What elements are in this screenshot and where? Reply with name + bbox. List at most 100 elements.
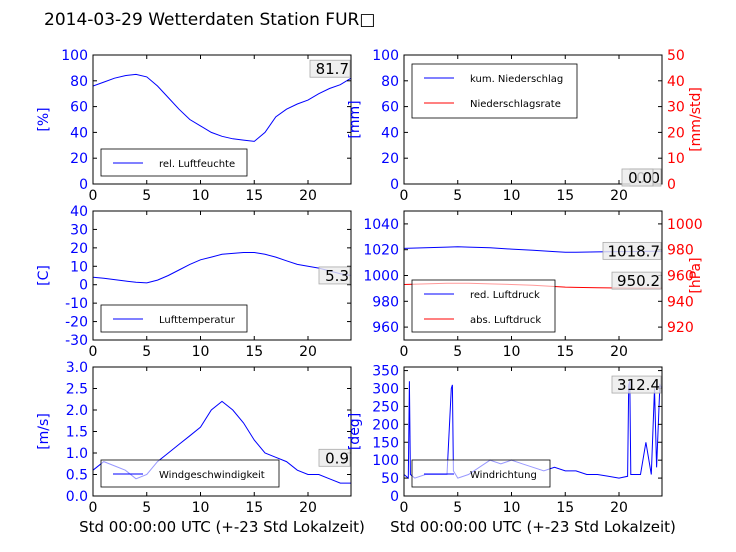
- y-tick-label-right: 0: [667, 177, 676, 193]
- legend-box: [411, 459, 551, 488]
- annotation-value-box: [318, 266, 351, 285]
- x-tick-label: 15: [556, 500, 574, 516]
- annotation-value-box: [318, 448, 351, 467]
- y-tick-label: 50: [381, 471, 399, 487]
- y-tick-label: 200: [372, 417, 399, 433]
- y-tick-label-right: 50: [667, 48, 685, 64]
- legend-entry: red. Luftdruck: [470, 290, 540, 301]
- x-tick-label: 5: [142, 500, 151, 516]
- y-axis-label-right: [hPa]: [688, 257, 704, 293]
- y-tick-label: 0: [390, 489, 399, 505]
- y-tick-label: 1020: [363, 243, 399, 259]
- y-tick-label: 1040: [363, 217, 399, 233]
- y-tick-label-right: 1000: [667, 217, 703, 233]
- legend-entry: rel. Luftfeuchte: [159, 159, 235, 170]
- plot-frame: [92, 54, 352, 185]
- annotation-value: 312.4: [617, 376, 660, 394]
- y-tick-label-right: 30: [667, 100, 685, 116]
- x-tick-label: 5: [453, 500, 462, 516]
- x-tick-label: 20: [299, 500, 317, 516]
- annotation-value-2-box: [611, 271, 662, 290]
- annotation-value-2: 950.2: [617, 272, 660, 290]
- chart-panel-1: 0 5 10 15 20 0 20 40 60 80 100 [%] rel. Luftfeuchte 8…: [36, 48, 352, 204]
- annotation-value-2-box: [621, 168, 654, 187]
- annotation-value-box: [602, 241, 662, 260]
- y-tick-label: 20: [70, 151, 88, 167]
- y-tick-label: 40: [381, 125, 399, 141]
- x-tick-label: 10: [503, 344, 521, 360]
- x-tick-label: 5: [453, 188, 462, 204]
- legend-box: [411, 63, 578, 119]
- legend: red. Luftdruck abs. Luftdruck: [411, 279, 556, 333]
- y-tick-label: 0: [390, 177, 399, 193]
- legend-entry: Lufttemperatur: [159, 315, 236, 326]
- annotation-value: 0.9: [325, 449, 349, 467]
- x-tick-label: 0: [89, 188, 98, 204]
- series-line-1: [93, 73, 351, 142]
- y-tick-label: 1.5: [66, 425, 88, 441]
- y-tick-label: 20: [70, 241, 88, 257]
- y-tick-label: 980: [372, 294, 399, 310]
- y-tick-label: 3.0: [66, 360, 88, 376]
- x-tick-label: 15: [556, 188, 574, 204]
- figure-title: 2014-03-29 Wetterdaten Station FUR□: [44, 10, 375, 30]
- x-tick-label: 10: [503, 188, 521, 204]
- y-tick-label: 2.5: [66, 382, 88, 398]
- x-tick-label: 15: [556, 344, 574, 360]
- x-tick-label: 20: [610, 188, 628, 204]
- y-tick-label-right: 10: [667, 151, 685, 167]
- legend-entry: abs. Luftdruck: [470, 315, 541, 326]
- x-tick-label: 0: [400, 188, 409, 204]
- y-tick-label: -10: [65, 296, 88, 312]
- y-tick-label: 300: [372, 382, 399, 398]
- x-tick-label: 0: [400, 500, 409, 516]
- x-tick-label: 20: [610, 344, 628, 360]
- y-tick-label: 0: [79, 278, 88, 294]
- legend-entry: kum. Niederschlag: [470, 74, 563, 85]
- x-tick-label: 0: [400, 344, 409, 360]
- chart-panel-2: 0 5 10 15 20 0 20 40 60 80 100 0 10 20 30 40 50 [mm] [mm/s…: [347, 48, 704, 204]
- y-tick-label: 0.5: [66, 468, 88, 484]
- y-tick-label-right: 960: [667, 269, 694, 285]
- y-tick-label: 10: [70, 259, 88, 275]
- x-tick-label: 10: [192, 188, 210, 204]
- plot-frame: [403, 54, 663, 185]
- y-tick-label: 0.0: [66, 489, 88, 505]
- annotation-value: 81.7: [316, 60, 349, 78]
- legend: Windgeschwindigkeit: [100, 459, 280, 488]
- x-tick-label: 15: [245, 344, 263, 360]
- chart-panel-5: 0 5 10 15 20 0.0 0.5 1.0 1.5 2.0 2.5 3.0 [m/s] Windge…: [36, 360, 352, 516]
- y-tick-label: 80: [70, 74, 88, 90]
- y-tick-label: 150: [372, 435, 399, 451]
- y-tick-label: 80: [381, 74, 399, 90]
- chart-panel-3: 0 5 10 15 20 -30 -20 -10 0 10 20 30 40 [C] Lufttempera…: [36, 204, 352, 360]
- y-tick-label: 20: [381, 151, 399, 167]
- y-tick-label: -30: [65, 333, 88, 349]
- x-tick-label: 5: [142, 188, 151, 204]
- x-tick-label: 10: [503, 500, 521, 516]
- x-tick-label: 20: [299, 344, 317, 360]
- chart-panel-4: 0 5 10 15 20 960 980 1000 1020 1040 920 940 960 980 10…: [363, 210, 704, 360]
- y-tick-label: 1000: [363, 269, 399, 285]
- x-axis-label-right: Std 00:00:00 UTC (+-23 Std Lokalzeit): [390, 518, 676, 536]
- y-tick-label: 40: [70, 204, 88, 220]
- legend-box: [411, 279, 556, 333]
- series-line-1: [93, 252, 351, 284]
- y-tick-label-right: 940: [667, 294, 694, 310]
- x-tick-label: 15: [245, 500, 263, 516]
- legend: Windrichtung: [411, 459, 551, 488]
- x-tick-label: 5: [142, 344, 151, 360]
- x-tick-label: 10: [192, 500, 210, 516]
- y-tick-label: 250: [372, 399, 399, 415]
- legend: rel. Luftfeuchte: [100, 148, 248, 177]
- y-tick-label: 1.0: [66, 446, 88, 462]
- y-tick-label-right: 920: [667, 320, 694, 336]
- x-axis-label-left: Std 00:00:00 UTC (+-23 Std Lokalzeit): [79, 518, 365, 536]
- y-axis-label: [deg]: [347, 413, 363, 450]
- y-axis-label: [mm]: [347, 100, 363, 138]
- plot-frame: [92, 210, 352, 341]
- y-tick-label: 960: [372, 320, 399, 336]
- y-tick-label: 40: [70, 125, 88, 141]
- x-tick-label: 5: [453, 344, 462, 360]
